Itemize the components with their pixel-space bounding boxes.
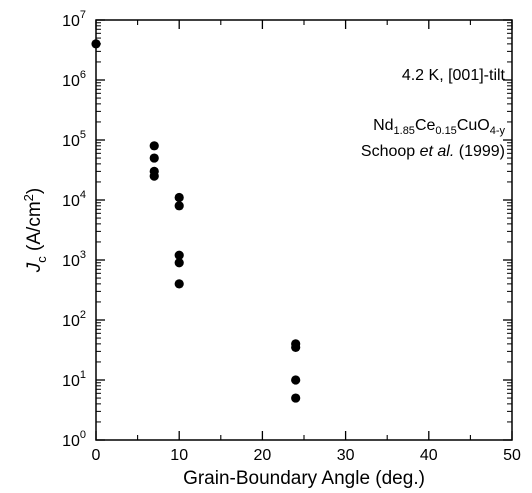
y-tick-label: 104 xyxy=(62,189,86,210)
y-axis-label: Jc (A/cm2) xyxy=(21,188,49,273)
x-tick-label: 10 xyxy=(170,447,188,464)
y-tick-label: 100 xyxy=(62,429,86,450)
y-tick-label: 105 xyxy=(62,129,86,150)
y-tick-labels: 100 101 102 103 104 105 106 107 xyxy=(62,9,86,450)
reference-year: (1999) xyxy=(454,143,505,160)
data-point xyxy=(174,192,184,203)
y-axis-label-symbol: J xyxy=(24,262,45,273)
data-point xyxy=(174,279,184,289)
data-point xyxy=(174,201,184,211)
y-axis-label-unit-close: ) xyxy=(24,188,45,194)
x-tick-label: 20 xyxy=(254,447,272,464)
y-axis-label-unit-exponent: 2 xyxy=(21,194,36,201)
data-point xyxy=(174,250,184,260)
y-tick-label: 103 xyxy=(62,249,86,270)
data-points xyxy=(91,39,301,403)
compound-element: Nd xyxy=(373,117,393,134)
x-tick-labels: 0 10 20 30 40 50 xyxy=(92,447,521,464)
compound-subscript: 1.85 xyxy=(394,125,415,137)
y-tick-label: 107 xyxy=(62,9,86,30)
compound-subscript: 0.15 xyxy=(435,125,456,137)
data-point xyxy=(91,39,101,49)
x-tick-label: 40 xyxy=(420,447,438,464)
data-point xyxy=(291,393,301,403)
data-point xyxy=(174,258,184,268)
data-point xyxy=(291,342,301,352)
data-point xyxy=(149,171,159,181)
compound-element: Ce xyxy=(415,117,436,134)
y-tick-label: 106 xyxy=(62,69,86,90)
condition-annotation: 4.2 K, [001]-tilt xyxy=(402,67,506,84)
x-axis-label: Grain-Boundary Angle (deg.) xyxy=(183,468,425,489)
compound-annotation: Nd1.85Ce0.15CuO4-y xyxy=(373,117,505,137)
x-tick-label: 30 xyxy=(337,447,355,464)
y-tick-label: 101 xyxy=(62,369,86,390)
data-point xyxy=(149,153,159,163)
reference-annotation: Schoop et al. (1999) xyxy=(361,143,505,160)
reference-etal: et al. xyxy=(420,143,455,160)
y-tick-label: 102 xyxy=(62,309,86,330)
compound-element: CuO xyxy=(457,117,490,134)
data-point xyxy=(291,375,301,385)
x-tick-label: 0 xyxy=(92,447,101,464)
y-axis-label-subscript: c xyxy=(34,256,49,263)
y-axis-label-unit: (A/cm xyxy=(24,201,45,256)
reference-author: Schoop xyxy=(361,143,420,160)
x-tick-label: 50 xyxy=(503,447,521,464)
data-point xyxy=(149,141,159,151)
compound-subscript: 4-y xyxy=(490,125,506,137)
